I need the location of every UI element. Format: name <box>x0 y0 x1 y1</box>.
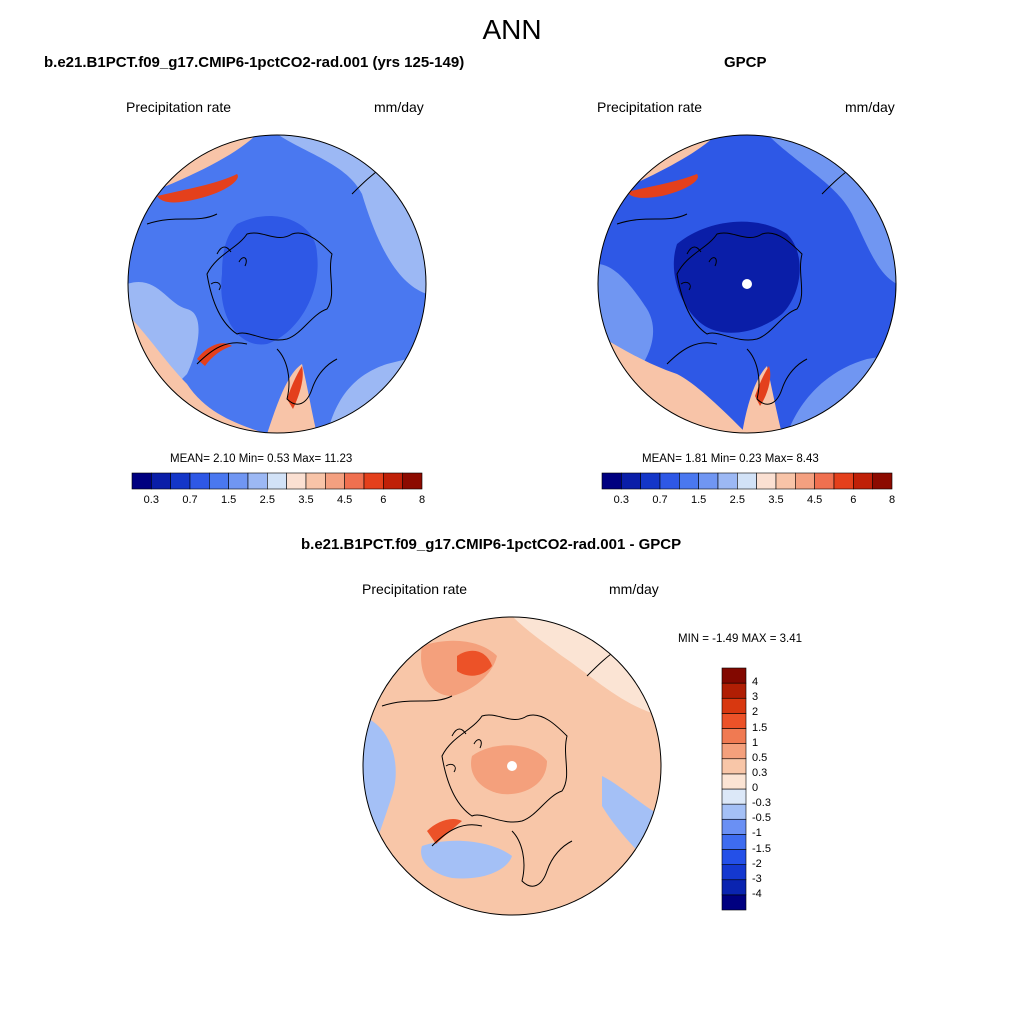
colorbar-box <box>721 682 747 699</box>
colorbar-tick-label: 0.7 <box>652 494 668 506</box>
colorbar-box <box>402 472 423 490</box>
obs-stats: MEAN= 1.81 Min= 0.23 Max= 8.43 <box>642 453 819 465</box>
colorbar-box <box>721 864 747 881</box>
colorbar-tick-label: -3 <box>752 872 762 885</box>
panel-title-diff: b.e21.B1PCT.f09_g17.CMIP6-1pctCO2-rad.00… <box>301 536 682 553</box>
colorbar-box <box>721 697 747 714</box>
colorbar-box <box>189 472 210 490</box>
colorbar-tick-label: 2 <box>752 706 759 719</box>
colorbar-box <box>721 849 747 865</box>
colorbar-tick-label: -2 <box>752 857 762 870</box>
colorbar-tick-label: 3 <box>752 691 759 704</box>
colorbar-box <box>170 472 191 490</box>
colorbar-box <box>717 472 738 490</box>
colorbar-box <box>756 472 777 490</box>
polar-map-model <box>127 134 427 434</box>
colorbar-box <box>131 472 152 490</box>
colorbar-box <box>601 472 622 490</box>
colorbar-box <box>775 472 796 490</box>
colorbar-box <box>721 713 747 729</box>
colorbar-tick-label: 0.3 <box>752 766 768 779</box>
polar-map-diff <box>362 616 662 916</box>
colorbar-box <box>344 472 365 490</box>
colorbar-box <box>872 472 893 490</box>
colorbar-box <box>814 472 835 490</box>
colorbar-box <box>721 728 747 744</box>
colorbar-box <box>151 472 171 490</box>
panel-title-model: b.e21.B1PCT.f09_g17.CMIP6-1pctCO2-rad.00… <box>44 54 465 71</box>
colorbar-tick-label: 3.5 <box>298 494 314 506</box>
colorbar-box <box>698 472 719 490</box>
colorbar-tick-label: 8 <box>418 494 426 506</box>
figure-title: ANN <box>482 14 542 45</box>
colorbar-tick-label: 6 <box>850 494 857 506</box>
colorbar-box <box>853 472 873 490</box>
colorbar-box <box>721 834 747 850</box>
colorbar-box <box>721 667 747 684</box>
obs-variable-label: Precipitation rate <box>597 99 703 115</box>
colorbar-tick-label: 0.7 <box>182 494 198 506</box>
colorbar-model <box>131 472 423 490</box>
colorbar-box <box>267 472 287 490</box>
colorbar-tick-label: 8 <box>888 494 896 506</box>
colorbar-diff <box>721 667 747 911</box>
colorbar-box <box>247 472 268 490</box>
polar-map-obs <box>597 134 897 434</box>
model-units-label: mm/day <box>374 99 424 115</box>
colorbar-tick-label: -1 <box>752 827 762 840</box>
colorbar-box <box>209 472 229 490</box>
diff-units-label: mm/day <box>609 581 659 597</box>
colorbar-box <box>228 472 249 490</box>
colorbar-box <box>721 758 747 775</box>
colorbar-box <box>721 788 747 805</box>
colorbar-tick-label: 2.5 <box>259 494 275 506</box>
colorbar-tick-label: 4 <box>752 676 759 689</box>
colorbar-box <box>795 472 815 490</box>
colorbar-box <box>640 472 661 490</box>
colorbar-box <box>721 773 747 790</box>
colorbar-tick-label: 4.5 <box>807 494 823 506</box>
colorbar-box <box>721 879 747 896</box>
colorbar-box <box>325 472 345 490</box>
model-stats: MEAN= 2.10 Min= 0.53 Max= 11.23 <box>170 453 353 465</box>
diff-variable-label: Precipitation rate <box>362 581 468 597</box>
colorbar-tick-label: 0.3 <box>143 494 159 506</box>
colorbar-tick-label: -0.3 <box>752 797 771 810</box>
colorbar-tick-label: -1.5 <box>752 842 771 855</box>
colorbar-box <box>305 472 326 490</box>
obs-units-label: mm/day <box>845 99 895 115</box>
colorbar-box <box>659 472 680 490</box>
colorbar-box <box>721 803 747 820</box>
colorbar-box <box>679 472 699 490</box>
colorbar-box <box>286 472 307 490</box>
diff-stats: MIN = -1.49 MAX = 3.41 <box>678 633 803 645</box>
colorbar-tick-label: 3.5 <box>768 494 784 506</box>
colorbar-box <box>721 894 747 911</box>
colorbar-tick-label: 0 <box>752 782 759 794</box>
colorbar-tick-label: 1.5 <box>752 721 768 734</box>
colorbar-tick-label: 6 <box>380 494 387 506</box>
colorbar-tick-label: 1.5 <box>691 494 707 506</box>
colorbar-box <box>721 818 747 835</box>
colorbar-tick-label: 0.3 <box>613 494 629 506</box>
colorbar-tick-label: -4 <box>752 887 762 900</box>
colorbar-tick-label: 1 <box>752 736 759 749</box>
colorbar-tick-label: 4.5 <box>337 494 353 506</box>
colorbar-box <box>363 472 384 490</box>
colorbar-box <box>721 743 747 760</box>
colorbar-box <box>737 472 757 490</box>
colorbar-tick-label: 0.5 <box>752 751 768 764</box>
panel-title-obs: GPCP <box>724 54 767 71</box>
colorbar-obs <box>601 472 893 490</box>
colorbar-box <box>621 472 641 490</box>
colorbar-box <box>833 472 854 490</box>
colorbar-tick-label: 2.5 <box>729 494 745 506</box>
colorbar-box <box>383 472 403 490</box>
colorbar-tick-label: 1.5 <box>221 494 237 506</box>
model-variable-label: Precipitation rate <box>126 99 232 115</box>
colorbar-tick-label: -0.5 <box>752 812 771 825</box>
